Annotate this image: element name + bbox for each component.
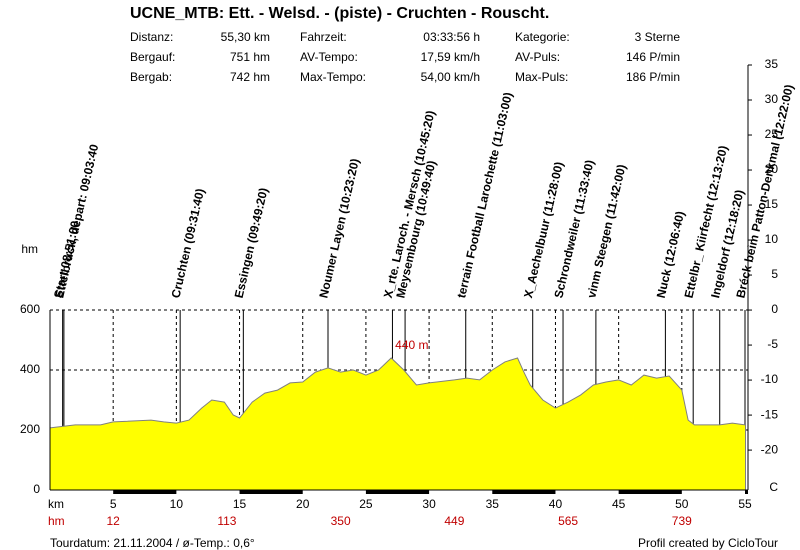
climb-label: hm: [48, 514, 65, 528]
climb-value: 739: [672, 514, 692, 528]
stat-label: Bergab:: [130, 70, 172, 84]
x-tick-label: 55: [738, 497, 752, 511]
x-tick-label: 25: [359, 497, 373, 511]
km-bar: [239, 490, 303, 494]
stat-value: 3 Sterne: [635, 30, 681, 44]
elevation-area: [50, 358, 745, 490]
stat-label: Max-Puls:: [515, 70, 568, 84]
stat-label: AV-Puls:: [515, 50, 560, 64]
y2-tick-label: 20: [765, 162, 779, 176]
stat-label: Fahrzeit:: [300, 30, 347, 44]
y2-tick-label: -15: [761, 407, 779, 421]
y2-tick-label: 30: [765, 92, 779, 106]
climb-value: 565: [558, 514, 578, 528]
y-axis-label: hm: [21, 242, 38, 256]
y2-tick-label: 10: [765, 232, 779, 246]
climb-value: 449: [444, 514, 464, 528]
x-tick-label: 40: [549, 497, 563, 511]
waypoint-label: Noumer Layen (10:23:20): [316, 157, 362, 299]
y2-tick-label: -10: [761, 372, 779, 386]
chart-title: UCNE_MTB: Ett. - Welsd. - (piste) - Cruc…: [130, 5, 549, 22]
stat-value: 03:33:56 h: [423, 30, 480, 44]
max-label: 440 m: [395, 338, 428, 352]
x-tick-label: 45: [612, 497, 626, 511]
stat-value: 17,59 km/h: [421, 50, 480, 64]
climb-value: 350: [331, 514, 351, 528]
stat-value: 146 P/min: [626, 50, 680, 64]
y2-axis-label: C: [769, 480, 778, 494]
km-bar: [365, 490, 430, 494]
x-tick-label: 15: [233, 497, 247, 511]
stat-label: Max-Tempo:: [300, 70, 366, 84]
y2-tick-label: -20: [761, 442, 779, 456]
km-bar: [618, 490, 682, 494]
km-bar: [492, 490, 556, 494]
climb-value: 113: [217, 514, 236, 528]
stat-label: Bergauf:: [130, 50, 175, 64]
y-tick-label: 0: [33, 482, 40, 496]
waypoint-label: Ettelbruck, depart: 09:03:40: [52, 143, 101, 300]
stat-value: 742 hm: [230, 70, 270, 84]
y2-tick-label: 25: [765, 127, 779, 141]
y-tick-label: 600: [20, 302, 40, 316]
y2-tick-label: 35: [765, 57, 779, 71]
y-tick-label: 200: [20, 422, 40, 436]
km-bar: [745, 490, 748, 494]
stat-value: 751 hm: [230, 50, 270, 64]
stat-label: Kategorie:: [515, 30, 570, 44]
waypoint-label: terrain Football Larochette (11:03:00): [454, 91, 515, 299]
y-tick-label: 400: [20, 362, 40, 376]
stat-label: AV-Tempo:: [300, 50, 358, 64]
stat-value: 55,30 km: [221, 30, 270, 44]
x-tick-label: 5: [110, 497, 117, 511]
y2-tick-label: 5: [771, 267, 778, 281]
y2-tick-label: -5: [767, 337, 778, 351]
km-bar: [113, 490, 177, 494]
x-tick-label: 35: [486, 497, 500, 511]
climb-value: 12: [107, 514, 121, 528]
waypoint-label: Nuck (12:06:40): [654, 210, 688, 300]
stat-label: Distanz:: [130, 30, 173, 44]
y2-tick-label: 15: [765, 197, 779, 211]
y2-tick-label: 0: [771, 302, 778, 316]
waypoint-label: Cruchten (09:31:40): [169, 187, 208, 299]
x-tick-label: 50: [675, 497, 689, 511]
x-tick-label: 30: [422, 497, 436, 511]
footer-right: Profil created by CicloTour: [638, 536, 778, 550]
x-tick-label: 10: [170, 497, 184, 511]
stat-value: 54,00 km/h: [421, 70, 480, 84]
waypoint-label: Essingen (09:49:20): [232, 186, 271, 299]
x-tick-label: 20: [296, 497, 310, 511]
footer-left: Tourdatum: 21.11.2004 / ø-Temp.: 0,6°: [50, 536, 255, 550]
elevation-line: [49, 357, 746, 429]
x-axis-label: km: [48, 497, 64, 511]
stat-value: 186 P/min: [626, 70, 680, 84]
